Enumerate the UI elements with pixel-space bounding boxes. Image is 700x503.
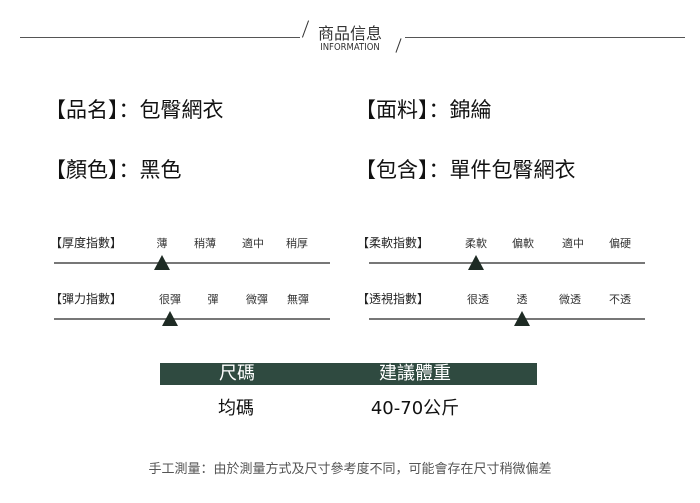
info-label: 【顏色】：: [45, 158, 140, 182]
scale-marker-triangle-icon: [468, 255, 484, 270]
scale-line: [54, 318, 330, 320]
info-value: 包臀網衣: [139, 98, 224, 122]
scale-option: 薄: [156, 237, 168, 250]
scale-marker-triangle-icon: [162, 311, 178, 326]
scale-label: 【透視指數】: [357, 292, 430, 306]
header-size: 尺碼: [219, 363, 255, 384]
scale-marker-triangle-icon: [514, 311, 530, 326]
scale-label: 【彈力指數】: [50, 292, 123, 306]
scale-line: [369, 262, 645, 264]
scale-marker-triangle-icon: [154, 255, 170, 270]
scale-option: 彈: [207, 293, 219, 306]
scale-option: 偏硬: [609, 237, 631, 250]
measurement-note: 手工測量：由於測量方式及尺寸參考度不同，可能會存在尺寸稍微偏差: [148, 462, 552, 477]
info-material: 【面料】：錦綸: [355, 94, 492, 124]
scale-option: 偏軟: [512, 237, 534, 250]
section-title: 商品信息: [317, 24, 382, 43]
info-value: 單件包臀網衣: [449, 158, 576, 182]
cell-size: 均碼: [218, 398, 254, 419]
scale-option: 適中: [562, 237, 584, 250]
scale-line: [54, 262, 330, 264]
info-value: 黑色: [139, 158, 182, 182]
info-label: 【品名】：: [45, 98, 140, 122]
info-label: 【包含】：: [355, 158, 450, 182]
scale-option: 無彈: [287, 293, 309, 306]
scale-option: 不透: [609, 293, 631, 306]
scale-line: [369, 318, 645, 320]
info-includes: 【包含】：單件包臀網衣: [355, 154, 576, 184]
header-left-rule: [20, 37, 300, 38]
scale-option: 很透: [467, 293, 489, 306]
info-color: 【顏色】：黑色: [45, 154, 182, 184]
scale-option: 稍厚: [286, 237, 308, 250]
size-table-header: 尺碼 建議體重: [160, 363, 537, 385]
header-weight: 建議體重: [379, 363, 451, 384]
scale-option: 很彈: [159, 293, 181, 306]
scale-label: 【厚度指數】: [50, 236, 123, 250]
header-right-rule: [405, 37, 685, 38]
info-name: 【品名】：包臀網衣: [45, 94, 224, 124]
scale-option: 柔軟: [465, 237, 487, 250]
scale-option: 稍薄: [194, 237, 216, 250]
scale-label: 【柔軟指數】: [357, 236, 430, 250]
info-value: 錦綸: [449, 98, 492, 122]
scale-option: 透: [516, 293, 528, 306]
scale-option: 微透: [559, 293, 581, 306]
section-subtitle: INFORMATION: [320, 42, 380, 53]
info-label: 【面料】：: [355, 98, 450, 122]
cell-weight: 40-70公斤: [370, 398, 460, 419]
scale-option: 適中: [242, 237, 264, 250]
scale-option: 微彈: [246, 293, 268, 306]
